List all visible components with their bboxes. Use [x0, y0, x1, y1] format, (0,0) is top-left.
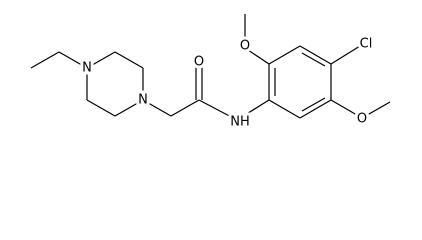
atom-labels: N N O NH Cl O O: [79, 34, 375, 133]
atom-label: O: [194, 55, 204, 70]
atom-label: Cl: [360, 37, 373, 52]
atom-label: N: [138, 93, 148, 108]
bonds: [30, 14, 391, 121]
structure-diagram: N N O NH Cl O O: [30, 14, 391, 133]
atom-label: N: [82, 61, 92, 76]
atom-label: NH: [230, 115, 250, 130]
atom-label: O: [240, 39, 250, 54]
atom-label: O: [357, 112, 367, 127]
